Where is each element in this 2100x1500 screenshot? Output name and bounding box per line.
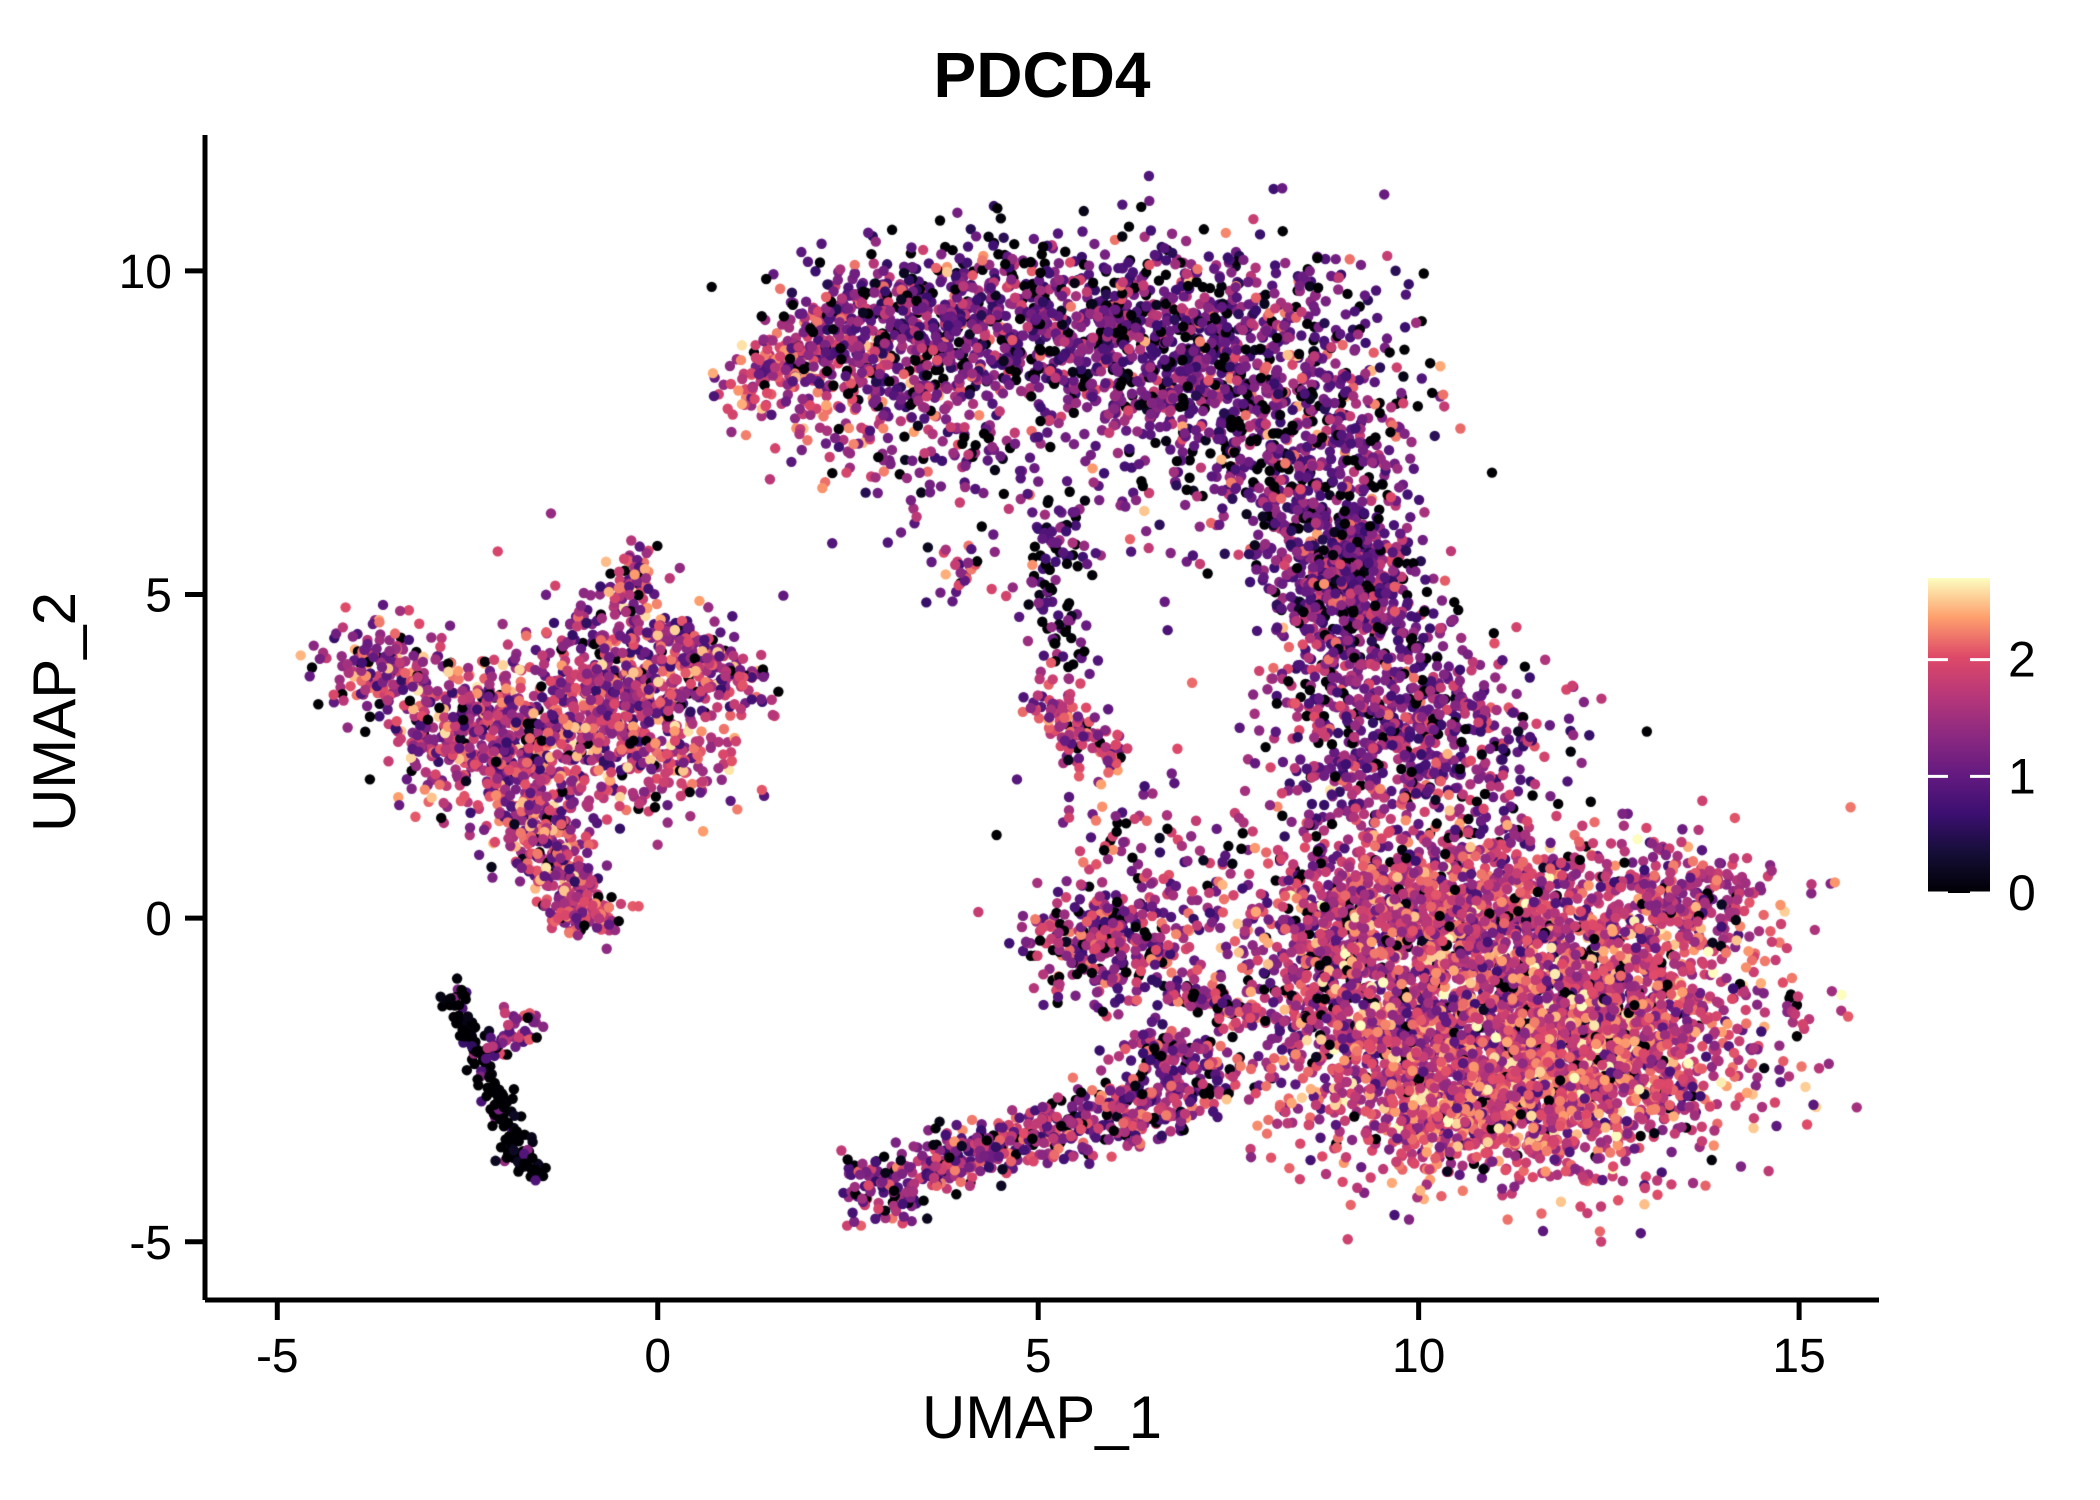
y-axis-ticks: -5 0 5 10	[119, 246, 203, 1270]
colorbar-tick-label: 1	[2008, 748, 2036, 804]
x-tick-label: -5	[256, 1330, 299, 1383]
x-axis-title: UMAP_1	[922, 1384, 1162, 1451]
y-tick-label: 10	[119, 246, 172, 299]
colorbar	[1928, 578, 1990, 893]
plot-title: PDCD4	[934, 39, 1151, 111]
x-axis-ticks: -5 0 5 10 15	[256, 1302, 1826, 1383]
x-tick-label: 15	[1772, 1330, 1825, 1383]
colorbar-ticks: 0 1 2	[1928, 632, 2036, 921]
x-tick-label: 5	[1025, 1330, 1052, 1383]
y-tick-label: 0	[145, 893, 172, 946]
x-tick-label: 0	[644, 1330, 671, 1383]
x-tick-label: 10	[1392, 1330, 1445, 1383]
colorbar-tick-label: 0	[2008, 865, 2036, 921]
y-tick-label: 5	[145, 570, 172, 623]
colorbar-legend: 0 1 2	[1928, 578, 2036, 921]
y-axis-title: UMAP_2	[21, 592, 88, 832]
y-tick-label: -5	[129, 1217, 172, 1270]
colorbar-tick-label: 2	[2008, 632, 2036, 688]
